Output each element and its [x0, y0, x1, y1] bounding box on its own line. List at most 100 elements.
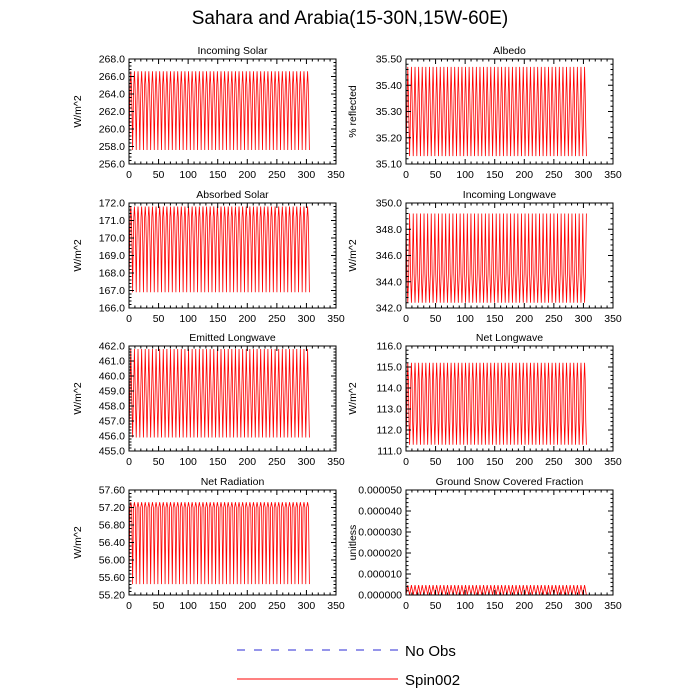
y-tick-label: 0.000020 [358, 548, 402, 560]
x-tick-label: 100 [179, 169, 197, 181]
x-tick-label: 50 [153, 169, 165, 181]
panel-title: Incoming Longwave [463, 189, 557, 201]
y-tick-label: 56.80 [99, 520, 125, 532]
x-tick-label: 300 [575, 313, 593, 325]
x-tick-label: 200 [239, 600, 257, 612]
y-tick-label: 458.0 [99, 401, 125, 413]
y-tick-label: 350.0 [376, 198, 402, 210]
x-tick-label: 150 [209, 456, 227, 468]
chart-panel-6: Net Longwave 0 50 100 150 200 250 300 350 111.0 11… [347, 332, 622, 468]
x-tick-label: 200 [516, 456, 534, 468]
y-tick-label: 116.0 [377, 341, 403, 353]
x-tick-label: 200 [516, 169, 534, 181]
y-tick-label: 167.0 [99, 285, 125, 297]
x-tick-label: 150 [486, 600, 504, 612]
chart-panel-1: Incoming Solar 0 50 100 150 200 250 300 350 256.0… [72, 45, 345, 181]
y-tick-label: 344.0 [376, 276, 402, 288]
y-tick-label: 0.000000 [358, 590, 402, 602]
x-tick-label: 0 [403, 456, 409, 468]
x-tick-label: 350 [604, 313, 622, 325]
x-tick-label: 150 [209, 169, 227, 181]
x-tick-label: 50 [430, 313, 442, 325]
x-tick-label: 0 [126, 600, 132, 612]
series-line [129, 206, 310, 293]
panel-title: Absorbed Solar [196, 189, 269, 201]
x-tick-label: 100 [179, 600, 197, 612]
x-tick-label: 50 [430, 600, 442, 612]
y-tick-label: 260.0 [99, 124, 125, 136]
x-tick-label: 350 [604, 456, 622, 468]
y-tick-label: 0.000010 [358, 569, 402, 581]
legend-label-1: No Obs [405, 643, 456, 660]
y-tick-label: 0.000030 [358, 527, 402, 539]
y-tick-label: 459.0 [99, 386, 125, 398]
panel-title: Net Longwave [476, 332, 543, 344]
x-tick-label: 250 [545, 600, 563, 612]
y-tick-label: 172.0 [99, 198, 125, 210]
x-tick-label: 300 [298, 313, 316, 325]
y-tick-label: 57.60 [99, 485, 125, 497]
plot-frame [128, 345, 337, 452]
x-tick-label: 250 [545, 313, 563, 325]
y-axis-label: W/m^2 [347, 382, 359, 415]
y-axis-label: unitless [347, 525, 359, 561]
chart-panel-2: Albedo 0 50 100 150 200 250 300 350 35.10 35.20 35.… [347, 45, 622, 181]
x-tick-label: 250 [268, 313, 286, 325]
x-tick-label: 150 [209, 600, 227, 612]
x-tick-label: 150 [486, 313, 504, 325]
y-tick-label: 461.0 [99, 356, 125, 368]
panel-title: Emitted Longwave [189, 332, 276, 344]
chart-panel-7: Net Radiation 0 50 100 150 200 250 300 350 55.20 5… [72, 476, 345, 612]
y-tick-label: 115.0 [377, 362, 403, 374]
y-tick-label: 457.0 [99, 416, 125, 428]
x-tick-label: 150 [209, 313, 227, 325]
x-tick-label: 350 [327, 600, 345, 612]
x-tick-label: 300 [298, 600, 316, 612]
y-tick-label: 171.0 [99, 215, 125, 227]
y-tick-label: 112.0 [377, 425, 403, 437]
y-tick-label: 111.0 [377, 446, 402, 458]
y-axis-label: W/m^2 [347, 239, 359, 272]
legend-label-2: Spin002 [405, 672, 460, 689]
x-tick-label: 50 [153, 600, 165, 612]
y-tick-label: 169.0 [99, 250, 125, 262]
series-line [129, 502, 310, 585]
y-tick-label: 258.0 [99, 141, 125, 153]
x-tick-label: 0 [126, 169, 132, 181]
x-tick-label: 350 [604, 600, 622, 612]
x-tick-label: 350 [327, 169, 345, 181]
x-tick-label: 200 [516, 600, 534, 612]
chart-panel-8: Ground Snow Covered Fraction 0 50 100 150 200… [347, 476, 622, 612]
y-tick-label: 35.40 [376, 80, 402, 92]
x-tick-label: 250 [545, 456, 563, 468]
x-tick-label: 50 [430, 169, 442, 181]
y-tick-label: 57.20 [99, 502, 125, 514]
x-tick-label: 250 [268, 600, 286, 612]
series-line [129, 71, 310, 151]
x-tick-label: 350 [604, 169, 622, 181]
y-tick-label: 56.40 [99, 537, 125, 549]
series-line [406, 362, 587, 445]
y-tick-label: 0.000050 [358, 485, 402, 497]
x-tick-label: 150 [486, 456, 504, 468]
x-tick-label: 200 [516, 313, 534, 325]
y-tick-label: 35.50 [376, 54, 402, 66]
x-tick-label: 300 [575, 600, 593, 612]
panel-title: Net Radiation [201, 476, 265, 488]
y-axis-label: W/m^2 [72, 382, 84, 415]
plot-frame [405, 345, 614, 452]
x-tick-label: 0 [403, 169, 409, 181]
y-tick-label: 264.0 [99, 89, 125, 101]
y-tick-label: 262.0 [99, 106, 125, 118]
y-tick-label: 35.10 [376, 159, 402, 171]
y-tick-label: 266.0 [99, 71, 125, 83]
y-tick-label: 462.0 [99, 341, 125, 353]
x-tick-label: 100 [179, 313, 197, 325]
x-tick-label: 200 [239, 456, 257, 468]
y-tick-label: 346.0 [376, 250, 402, 262]
y-tick-label: 168.0 [99, 268, 125, 280]
y-tick-label: 35.30 [376, 106, 402, 118]
x-tick-label: 100 [456, 313, 474, 325]
x-tick-label: 50 [153, 313, 165, 325]
